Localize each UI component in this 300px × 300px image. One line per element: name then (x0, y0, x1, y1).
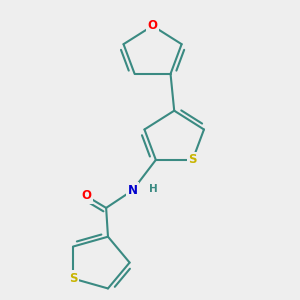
Text: H: H (148, 184, 157, 194)
Text: S: S (188, 153, 197, 167)
Text: S: S (69, 272, 77, 285)
Text: O: O (148, 19, 158, 32)
Text: O: O (81, 189, 91, 202)
Text: N: N (128, 184, 138, 197)
